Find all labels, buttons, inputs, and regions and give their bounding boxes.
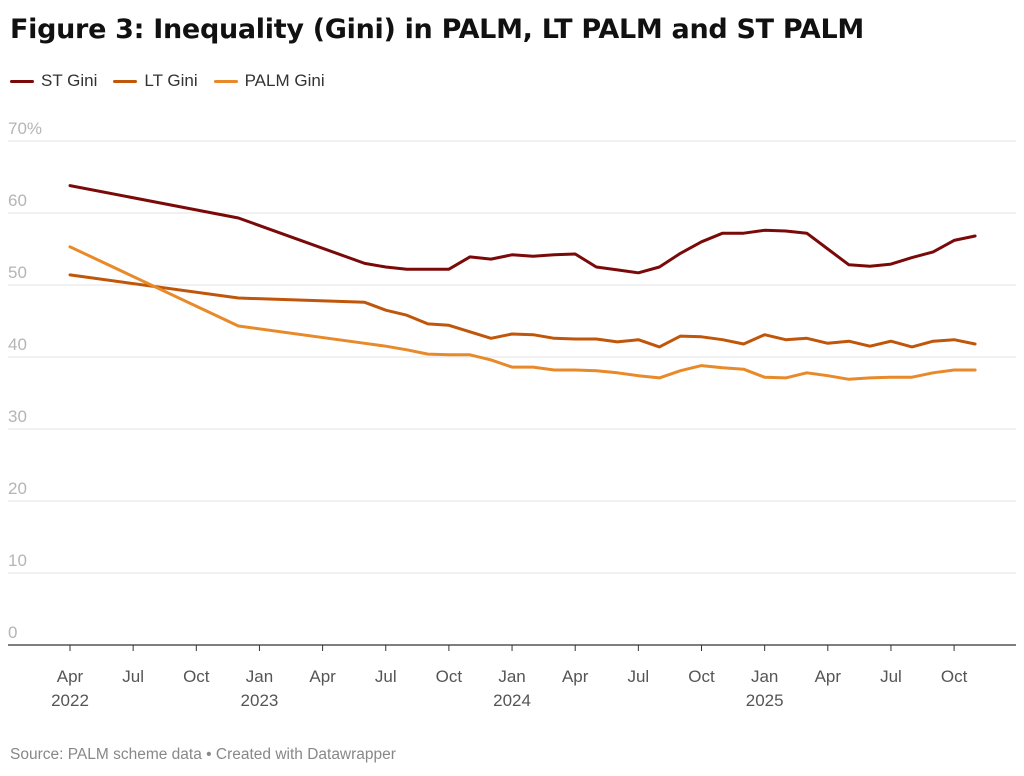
x-tick-year-label: 2023: [241, 691, 279, 710]
legend-label: ST Gini: [41, 71, 98, 90]
x-tick-label: Jul: [880, 667, 902, 686]
legend: ST Gini LT Gini PALM Gini: [10, 71, 325, 91]
x-tick-label: Jan: [246, 667, 273, 686]
series-line-palm-gini: [68, 245, 977, 381]
y-tick-label: 50: [8, 263, 27, 282]
y-tick-label: 0: [8, 623, 17, 642]
legend-swatch: [113, 79, 138, 83]
x-tick-label: Jan: [498, 667, 525, 686]
series-line-st-gini: [68, 184, 977, 275]
legend-item: ST Gini: [10, 71, 97, 91]
x-tick-label: Apr: [562, 667, 589, 686]
legend-item: PALM Gini: [213, 71, 325, 91]
source-note: Source: PALM scheme data • Created with …: [10, 746, 396, 763]
x-tick-year-label: 2024: [493, 691, 531, 710]
x-tick-label: Jan: [751, 667, 778, 686]
legend-swatch: [10, 79, 34, 83]
x-tick-label: Jul: [375, 667, 397, 686]
x-tick-label: Jul: [122, 667, 144, 686]
x-tick-label: Jul: [627, 667, 649, 686]
y-tick-label: 70%: [8, 119, 42, 138]
y-tick-label: 10: [8, 551, 27, 570]
y-tick-label: 30: [8, 407, 27, 426]
x-tick-label: Apr: [57, 667, 84, 686]
y-tick-label: 40: [8, 335, 27, 354]
series-line-lt-gini: [68, 273, 977, 349]
x-tick-label: Oct: [183, 667, 210, 686]
y-tick-label: 20: [8, 479, 27, 498]
legend-label: LT Gini: [144, 71, 198, 90]
y-tick-label: 60: [8, 191, 27, 210]
x-tick-year-label: 2025: [746, 691, 784, 710]
x-tick-label: Apr: [309, 667, 336, 686]
legend-item: LT Gini: [113, 71, 198, 91]
x-tick-label: Oct: [436, 667, 463, 686]
x-tick-label: Oct: [688, 667, 715, 686]
x-tick-label: Oct: [941, 667, 968, 686]
legend-swatch: [213, 79, 238, 83]
x-tick-year-label: 2022: [51, 691, 89, 710]
x-tick-label: Apr: [815, 667, 842, 686]
chart-title: Figure 3: Inequality (Gini) in PALM, LT …: [10, 14, 864, 45]
legend-label: PALM Gini: [244, 71, 325, 90]
